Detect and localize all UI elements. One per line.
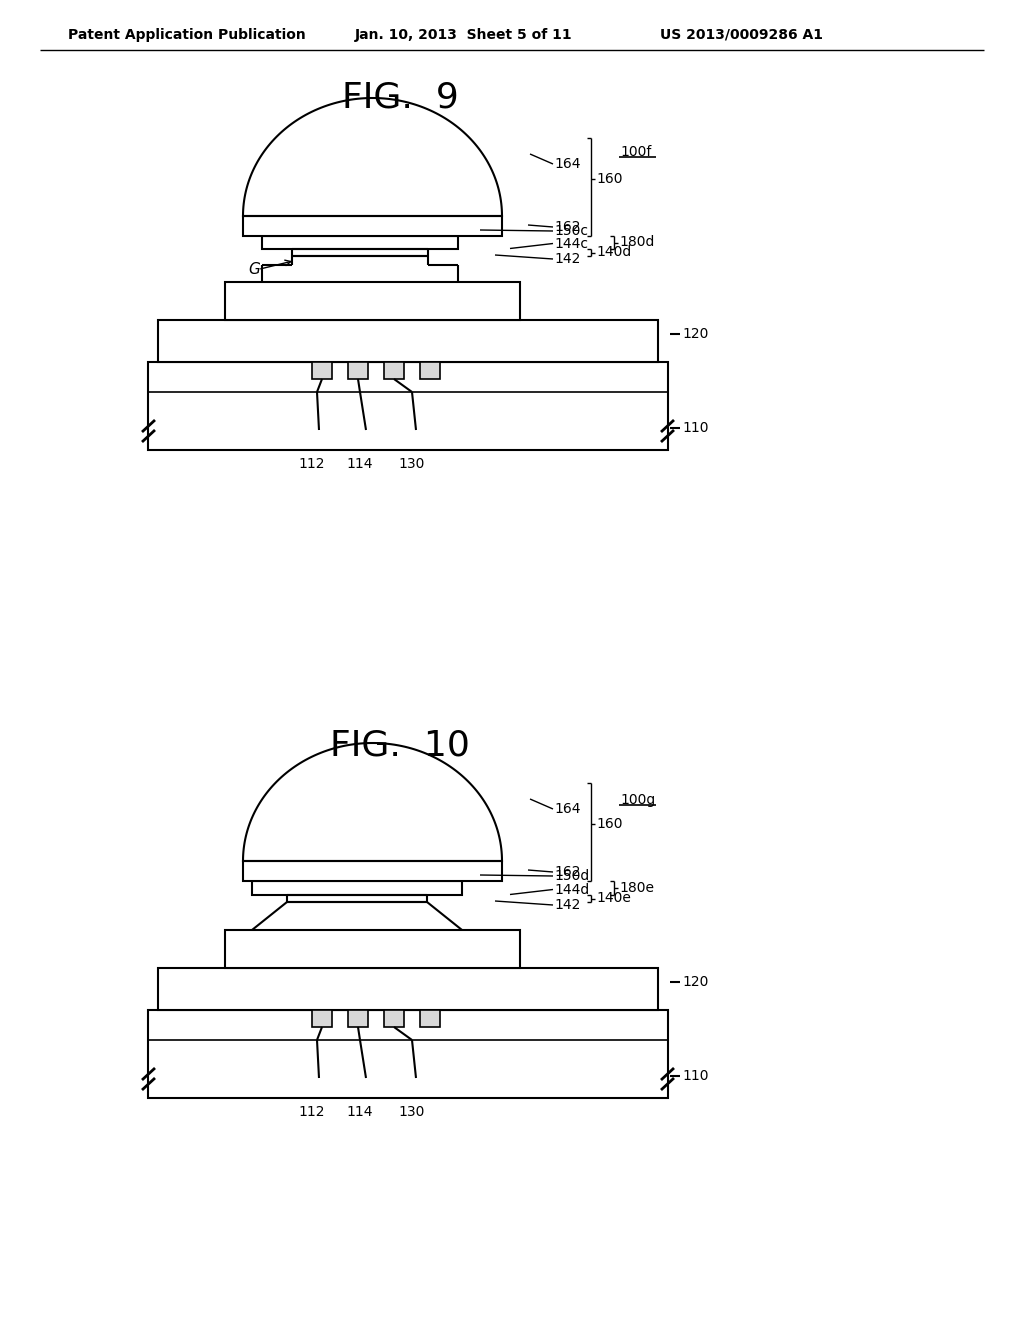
Bar: [252, 880, 462, 895]
Text: 162: 162: [554, 865, 581, 879]
Bar: [225, 282, 520, 319]
Text: FIG.  10: FIG. 10: [330, 729, 470, 763]
Text: 160: 160: [596, 172, 623, 186]
Text: 144d: 144d: [554, 883, 589, 896]
Text: G: G: [248, 261, 260, 277]
Text: 140e: 140e: [596, 891, 631, 906]
Bar: [158, 968, 658, 1010]
Bar: [384, 1010, 404, 1027]
Text: 180e: 180e: [618, 880, 654, 895]
Text: FIG.  9: FIG. 9: [342, 81, 459, 115]
Text: 100f: 100f: [620, 145, 651, 158]
Bar: [312, 362, 332, 379]
Text: Patent Application Publication: Patent Application Publication: [68, 28, 306, 42]
Bar: [312, 1010, 332, 1027]
Text: 162: 162: [554, 220, 581, 234]
Text: 114: 114: [347, 457, 374, 471]
Text: 164: 164: [554, 803, 581, 816]
Bar: [243, 216, 502, 236]
Bar: [384, 362, 404, 379]
Text: 160: 160: [596, 817, 623, 832]
Text: 130: 130: [398, 457, 425, 471]
Bar: [348, 362, 368, 379]
Bar: [348, 1010, 368, 1027]
Text: 150d: 150d: [554, 869, 589, 883]
Bar: [420, 1010, 440, 1027]
Text: 142: 142: [554, 252, 581, 267]
Text: US 2013/0009286 A1: US 2013/0009286 A1: [660, 28, 823, 42]
Text: 100g: 100g: [620, 793, 655, 807]
Text: 164: 164: [554, 157, 581, 172]
Text: Jan. 10, 2013  Sheet 5 of 11: Jan. 10, 2013 Sheet 5 of 11: [355, 28, 572, 42]
Text: 110: 110: [682, 1069, 709, 1082]
Text: 144c: 144c: [554, 236, 588, 251]
Text: 114: 114: [347, 1105, 374, 1119]
Bar: [148, 362, 668, 450]
Bar: [158, 319, 658, 362]
Bar: [243, 861, 502, 880]
Text: 150c: 150c: [554, 224, 588, 238]
Bar: [420, 362, 440, 379]
Text: 180d: 180d: [618, 235, 654, 249]
Text: 112: 112: [299, 457, 326, 471]
Text: 130: 130: [398, 1105, 425, 1119]
Bar: [262, 236, 458, 249]
Bar: [225, 931, 520, 968]
Text: 120: 120: [682, 975, 709, 989]
Text: 112: 112: [299, 1105, 326, 1119]
Bar: [148, 1010, 668, 1098]
Text: 120: 120: [682, 327, 709, 341]
Text: 142: 142: [554, 898, 581, 912]
Text: 140d: 140d: [596, 246, 631, 260]
Text: 110: 110: [682, 421, 709, 436]
